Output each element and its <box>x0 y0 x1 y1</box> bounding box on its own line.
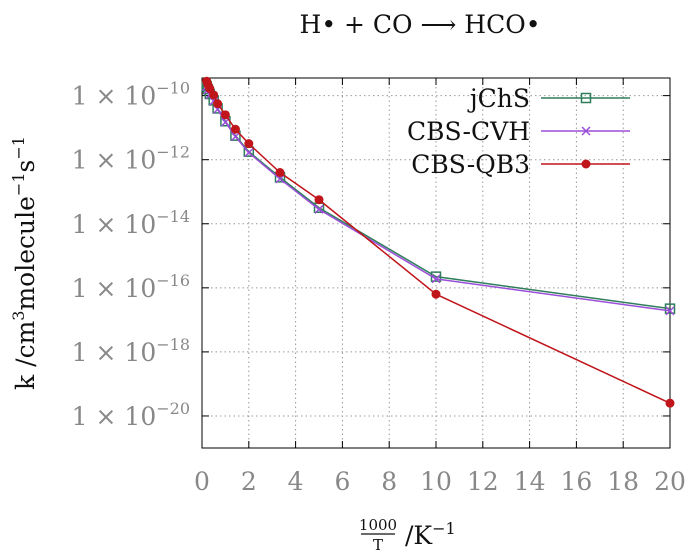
x-tick-label: 6 <box>334 467 350 496</box>
x-tick-label: 16 <box>560 467 592 496</box>
x-axis: 0 2 4 6 8 10 12 14 16 18 20 <box>194 78 686 496</box>
chart-title: H• + CO ⟶ HCO• <box>300 10 541 39</box>
x-tick-label: 8 <box>381 467 397 496</box>
y-axis-label: k /cm3molecule−1s−1 <box>9 136 40 390</box>
x-tick-label: 0 <box>194 467 210 496</box>
data-point-cross-stroke <box>230 132 240 142</box>
data-point-cross <box>665 306 675 316</box>
data-point-cross <box>431 274 441 284</box>
y-tick-label-base: 1 × 10 <box>72 402 157 431</box>
x-axis-label-fraction-den: T <box>373 536 383 554</box>
x-axis-label-fraction-num: 1000 <box>359 516 397 534</box>
y-tick-label-base: 1 × 10 <box>72 274 157 303</box>
legend-item: jChS <box>467 84 630 113</box>
data-point-circle <box>581 159 591 169</box>
x-tick-label: 4 <box>288 467 304 496</box>
y-tick-label-exponent: −18 <box>156 335 190 354</box>
legend: jChS CBS-CVH CBS-QB3 <box>407 84 630 179</box>
x-tick-label: 20 <box>654 467 686 496</box>
y-tick-label-exponent: −12 <box>156 143 190 162</box>
legend-label: CBS-CVH <box>407 117 530 146</box>
data-point-cross-stroke <box>431 274 441 284</box>
legend-label: jChS <box>467 84 530 113</box>
data-point-circle <box>665 398 675 408</box>
legend-item: CBS-QB3 <box>411 150 630 179</box>
y-tick-label-exponent: −10 <box>156 79 190 98</box>
data-point-square <box>664 303 676 314</box>
x-tick-label: 2 <box>241 467 257 496</box>
data-point-circle <box>431 289 441 299</box>
legend-item: CBS-CVH <box>407 117 630 146</box>
y-axis: 1 × 10−101 × 10−121 × 10−141 × 10−161 × … <box>72 79 670 431</box>
data-point-circle <box>244 139 254 149</box>
data-point-circle <box>230 124 240 134</box>
y-tick-label-base: 1 × 10 <box>72 146 157 175</box>
data-point-cross-stroke <box>314 204 324 214</box>
y-tick-label: 1 × 10−10 <box>72 79 190 111</box>
data-point-cross <box>275 174 285 184</box>
y-tick-label-base: 1 × 10 <box>72 338 157 367</box>
y-tick-label: 1 × 10−18 <box>72 335 190 367</box>
y-tick-label-base: 1 × 10 <box>72 82 157 111</box>
grid <box>202 78 670 448</box>
y-tick-label: 1 × 10−20 <box>72 399 190 431</box>
y-tick-label-exponent: −16 <box>156 271 190 290</box>
y-tick-label: 1 × 10−12 <box>72 143 190 175</box>
x-tick-label: 14 <box>514 467 546 496</box>
y-tick-label: 1 × 10−16 <box>72 271 190 303</box>
y-tick-label-base: 1 × 10 <box>72 210 157 239</box>
data-point-square <box>580 92 592 104</box>
series-cbs-qb3 <box>202 76 675 408</box>
data-point-cross-stroke <box>275 174 285 184</box>
y-tick-label-exponent: −20 <box>156 399 190 418</box>
data-point-circle <box>213 99 223 109</box>
legend-label: CBS-QB3 <box>411 150 530 179</box>
x-tick-label: 10 <box>420 467 452 496</box>
y-tick-label-exponent: −14 <box>156 207 190 226</box>
x-axis-label-unit: /K−1 <box>405 519 456 550</box>
x-tick-label: 12 <box>467 467 499 496</box>
data-point-circle <box>314 195 324 205</box>
data-point-cross <box>581 126 591 136</box>
x-axis-label: 1000 T /K−1 <box>359 516 456 554</box>
y-tick-label: 1 × 10−14 <box>72 207 190 239</box>
data-point-cross-stroke <box>244 148 254 158</box>
data-point-circle <box>220 110 230 120</box>
data-point-cross <box>314 204 324 214</box>
data-point-cross-stroke <box>665 306 675 316</box>
data-point-circle <box>209 90 219 100</box>
data-point-cross <box>230 132 240 142</box>
x-tick-label: 18 <box>607 467 639 496</box>
data-point-cross-stroke <box>581 126 591 136</box>
data-point-cross <box>244 148 254 158</box>
data-point-circle <box>275 168 285 178</box>
series-group <box>201 76 676 408</box>
